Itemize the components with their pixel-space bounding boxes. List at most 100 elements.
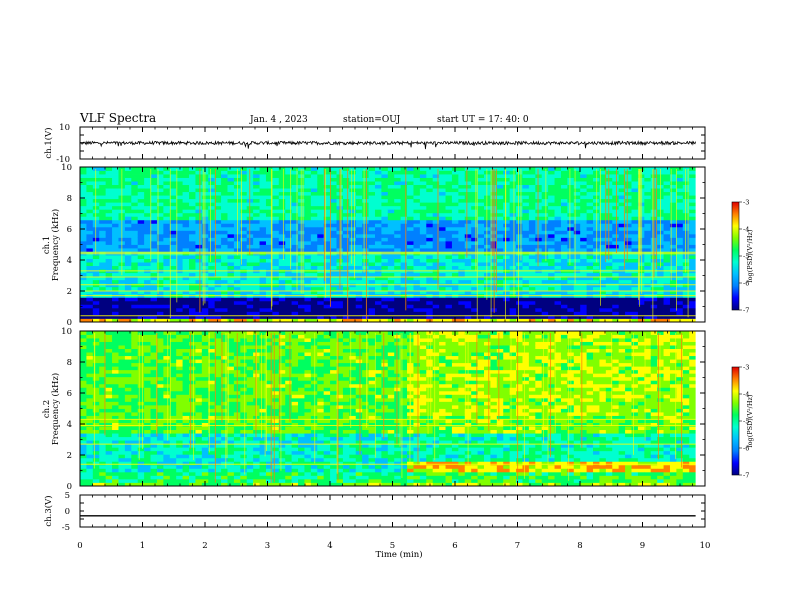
spectrogram-cell (535, 311, 543, 316)
spectrogram-cell (317, 258, 325, 263)
spectrogram-cell (124, 440, 132, 445)
spectrogram-cell (330, 307, 337, 312)
spectrogram-cell (548, 240, 555, 245)
spectrogram-cell (259, 219, 267, 224)
spectrogram-cell (112, 478, 119, 483)
spectrogram-cell (92, 373, 100, 378)
spectrogram-cell (80, 426, 87, 431)
spectrogram-cell (156, 311, 164, 316)
spectrogram-cell (92, 397, 100, 402)
spectrogram-cell (484, 177, 491, 182)
spectrogram-cell (419, 297, 427, 302)
spectrogram-cell (522, 307, 530, 312)
spectrogram-cell (586, 174, 594, 178)
spectrogram-cell (689, 181, 697, 186)
spectrogram-cell (195, 311, 203, 316)
spectrogram-cell (92, 191, 100, 196)
spectrogram-cell (240, 286, 248, 291)
spectrogram-cell (567, 209, 575, 214)
spectrogram-cell (407, 244, 414, 249)
spectrogram-cell (310, 300, 318, 305)
spectrogram-cell (560, 181, 568, 186)
spectrogram-cell (137, 380, 145, 385)
spectrogram-cell (310, 184, 318, 189)
spectrogram-cell (445, 177, 453, 182)
spectrogram-cell (310, 209, 318, 214)
spectrogram-cell (400, 290, 408, 295)
spectrogram-cell (567, 297, 575, 302)
spectrogram-cell (625, 304, 632, 309)
spectrogram-cell (368, 205, 376, 210)
spectrogram-cell (124, 464, 132, 469)
spectrogram-cell (124, 362, 132, 367)
spectrogram-cell (612, 195, 620, 200)
spectrogram-cell (144, 297, 151, 302)
spectrogram-cell (682, 240, 690, 245)
spectrogram-cell (227, 237, 235, 242)
spectrogram-cell (150, 230, 158, 235)
spectrogram-cell (291, 307, 299, 312)
spectrogram-cell (118, 348, 126, 353)
spectrogram-cell (528, 286, 536, 291)
spectrogram-cell (580, 244, 588, 249)
spectrogram-cell (451, 297, 459, 302)
spectrogram-cell (548, 195, 555, 200)
spectrogram-cell (503, 300, 511, 305)
spectrogram-cell (599, 198, 607, 203)
spectrogram-cell (221, 311, 228, 316)
spectrogram-cell (169, 233, 177, 238)
spectrogram-cell (221, 174, 228, 178)
spectrogram-cell (342, 286, 350, 291)
spectrogram-cell (484, 205, 491, 210)
spectrogram-cell (413, 216, 421, 221)
spectrogram-cell (362, 262, 369, 267)
spectrogram-cell (368, 279, 376, 284)
spectrogram-cell (304, 174, 312, 178)
spectrogram-cell (541, 304, 549, 309)
spectrogram-cell (503, 318, 511, 323)
spectrogram-cell (169, 300, 177, 305)
spectrogram-cell (631, 262, 639, 267)
spectrogram-cell (195, 255, 203, 259)
spectrogram-cell (362, 198, 369, 203)
spectrogram-cell (586, 258, 594, 263)
spectrogram-cell (208, 286, 216, 291)
spectrogram-cell (86, 383, 94, 388)
spectrogram-cell (381, 188, 389, 193)
spectrogram-cell (189, 188, 196, 193)
spectrogram-cell (112, 244, 119, 249)
spectrogram-cell (112, 348, 119, 353)
spectrogram-cell (573, 195, 581, 200)
spectrogram-cell (631, 318, 639, 323)
spectrogram-cell (137, 198, 145, 203)
spectrogram-cell (580, 318, 588, 323)
spectrogram-cell (368, 198, 376, 203)
spectrogram-cell (163, 248, 171, 252)
spectrogram-cell (644, 191, 652, 196)
spectrogram-cell (304, 170, 312, 175)
spectrogram-cell (124, 331, 132, 335)
spectrogram-cell (240, 258, 248, 263)
spectrogram-cell (278, 233, 286, 238)
spectrogram-cell (554, 233, 562, 238)
spectrogram-cell (80, 237, 87, 242)
spectrogram-cell (477, 237, 485, 242)
spectrogram-cell (451, 244, 459, 249)
spectrogram-cell (387, 265, 395, 270)
spectrogram-cell (233, 304, 241, 309)
spectrogram-cell (317, 219, 325, 224)
spectrogram-cell (445, 297, 453, 302)
spectrogram-cell (496, 174, 504, 178)
spectrogram-cell (355, 240, 363, 245)
spectrogram-cell (535, 318, 543, 323)
spectrogram-cell (400, 262, 408, 267)
spectrogram-cell (689, 262, 697, 267)
spectrogram-cell (432, 318, 440, 323)
spectrogram-cell (118, 429, 126, 434)
spectrogram-cell (233, 265, 241, 270)
spectrogram-cell (291, 177, 299, 182)
spectrogram-cell (310, 286, 318, 291)
spectrogram-cell (304, 209, 312, 214)
spectrogram-cell (432, 167, 440, 171)
spectrogram-cell (503, 237, 511, 242)
